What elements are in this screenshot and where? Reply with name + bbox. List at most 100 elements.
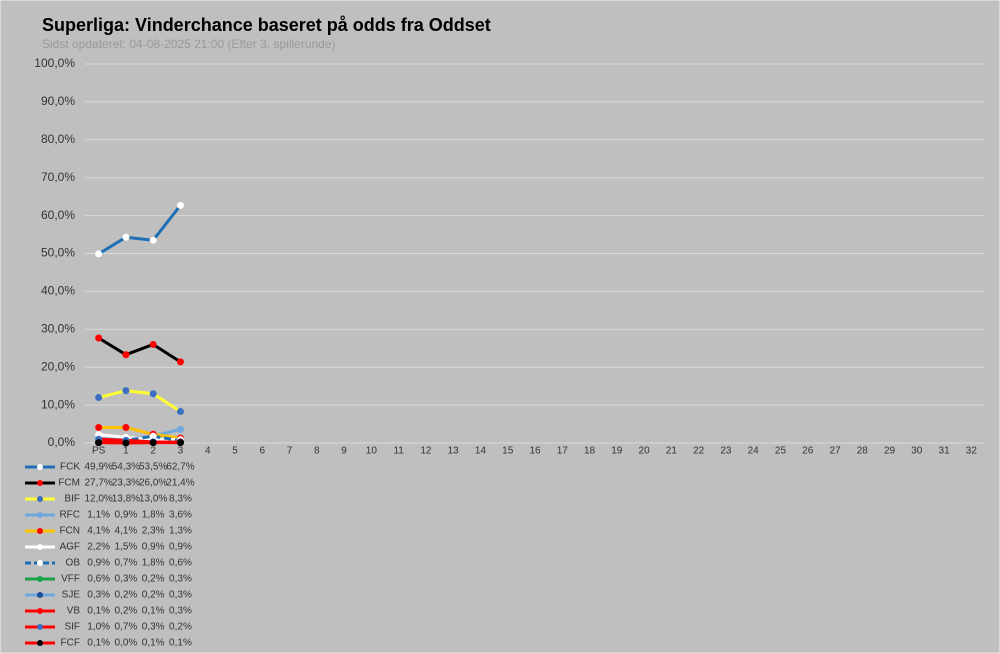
x-tick-label: 26 bbox=[802, 446, 814, 457]
series-marker bbox=[149, 236, 157, 244]
table-cell: 0,3% bbox=[142, 622, 165, 633]
x-tick-label: 13 bbox=[448, 446, 460, 457]
table-cell: 0,3% bbox=[169, 606, 192, 617]
x-tick-label: 27 bbox=[829, 446, 841, 457]
y-tick-label: 10,0% bbox=[41, 397, 75, 411]
series-marker bbox=[95, 334, 103, 342]
x-tick-label: 11 bbox=[393, 446, 404, 457]
series-line bbox=[97, 204, 182, 256]
x-tick-label: 14 bbox=[475, 446, 487, 457]
table-cell: 8,3% bbox=[169, 494, 192, 505]
series-line bbox=[98, 425, 181, 440]
y-tick-label: 70,0% bbox=[41, 170, 75, 184]
x-tick-label: 10 bbox=[366, 446, 378, 457]
table-cell: 0,6% bbox=[169, 558, 192, 569]
table-cell: 0,3% bbox=[169, 574, 192, 585]
x-tick-label: 4 bbox=[205, 446, 211, 457]
legend-marker bbox=[37, 640, 43, 646]
legend-marker bbox=[37, 480, 43, 486]
table-cell: 27,7% bbox=[84, 478, 112, 489]
series-marker bbox=[176, 439, 184, 447]
table-cell: 1,8% bbox=[142, 510, 165, 521]
series-marker bbox=[176, 408, 184, 416]
x-tick-label: PS bbox=[92, 446, 106, 457]
table-cell: 0,1% bbox=[142, 638, 165, 649]
table-cell: 1,5% bbox=[115, 542, 138, 553]
legend-label: FCM bbox=[58, 478, 80, 489]
table-cell: 3,6% bbox=[169, 510, 192, 521]
legend-label: RFC bbox=[59, 510, 80, 521]
x-tick-label: 20 bbox=[639, 446, 651, 457]
x-tick-label: 18 bbox=[584, 446, 596, 457]
legend-marker bbox=[37, 608, 43, 614]
y-tick-label: 20,0% bbox=[41, 359, 75, 373]
y-tick-label: 80,0% bbox=[41, 132, 75, 146]
series-marker bbox=[95, 394, 103, 402]
series-marker bbox=[95, 423, 103, 431]
x-tick-label: 2 bbox=[150, 446, 156, 457]
legend-marker bbox=[37, 576, 43, 582]
x-tick-label: 1 bbox=[123, 446, 129, 457]
table-cell: 53,5% bbox=[139, 462, 167, 473]
series-line bbox=[97, 336, 182, 364]
x-tick-label: 5 bbox=[232, 446, 238, 457]
legend-label: FCF bbox=[61, 638, 80, 649]
series-marker bbox=[122, 351, 130, 359]
table-cell: 0,3% bbox=[169, 590, 192, 601]
table-cell: 2,2% bbox=[87, 542, 110, 553]
x-tick-label: 15 bbox=[502, 446, 514, 457]
x-tick-label: 16 bbox=[529, 446, 541, 457]
x-tick-label: 8 bbox=[314, 446, 320, 457]
table-cell: 0,9% bbox=[169, 542, 192, 553]
table-cell: 0,9% bbox=[142, 542, 165, 553]
x-tick-label: 3 bbox=[178, 446, 184, 457]
legend-marker bbox=[37, 624, 43, 630]
table-cell: 0,3% bbox=[115, 574, 138, 585]
table-cell: 62,7% bbox=[166, 462, 194, 473]
legend-label: BIF bbox=[64, 494, 80, 505]
legend-marker bbox=[37, 544, 43, 550]
series-marker bbox=[149, 390, 157, 398]
table-cell: 0,7% bbox=[115, 622, 138, 633]
x-tick-label: 31 bbox=[939, 446, 951, 457]
legend-label: VFF bbox=[61, 574, 80, 585]
table-cell: 49,9% bbox=[84, 462, 112, 473]
table-cell: 1,8% bbox=[142, 558, 165, 569]
table-cell: 54,3% bbox=[112, 462, 140, 473]
legend-marker bbox=[37, 512, 43, 518]
x-tick-label: 24 bbox=[748, 446, 760, 457]
table-cell: 4,1% bbox=[115, 526, 138, 537]
table-cell: 23,3% bbox=[112, 478, 140, 489]
series-marker bbox=[149, 432, 157, 440]
table-cell: 0,1% bbox=[169, 638, 192, 649]
table-cell: 0,2% bbox=[169, 622, 192, 633]
table-cell: 0,2% bbox=[115, 606, 138, 617]
legend-label: AGF bbox=[59, 542, 80, 553]
table-cell: 0,1% bbox=[87, 606, 110, 617]
x-tick-label: 29 bbox=[884, 446, 896, 457]
table-cell: 0,7% bbox=[115, 558, 138, 569]
y-tick-label: 100,0% bbox=[34, 56, 75, 70]
table-cell: 0,2% bbox=[142, 574, 165, 585]
table-cell: 1,1% bbox=[87, 510, 110, 521]
table-cell: 13,0% bbox=[139, 494, 167, 505]
y-tick-label: 60,0% bbox=[41, 208, 75, 222]
y-tick-label: 30,0% bbox=[41, 321, 75, 335]
legend-label: FCN bbox=[59, 526, 80, 537]
legend-label: SJE bbox=[62, 590, 81, 601]
table-cell: 21,4% bbox=[166, 478, 194, 489]
legend-marker bbox=[37, 592, 43, 598]
legend-label: VB bbox=[67, 606, 81, 617]
table-cell: 4,1% bbox=[87, 526, 110, 537]
table-cell: 1,0% bbox=[87, 622, 110, 633]
x-tick-label: 21 bbox=[666, 446, 678, 457]
table-cell: 12,0% bbox=[84, 494, 112, 505]
table-cell: 0,2% bbox=[142, 590, 165, 601]
legend-label: FCK bbox=[60, 462, 80, 473]
y-tick-label: 90,0% bbox=[41, 94, 75, 108]
table-cell: 0,2% bbox=[115, 590, 138, 601]
series-marker bbox=[122, 423, 130, 431]
